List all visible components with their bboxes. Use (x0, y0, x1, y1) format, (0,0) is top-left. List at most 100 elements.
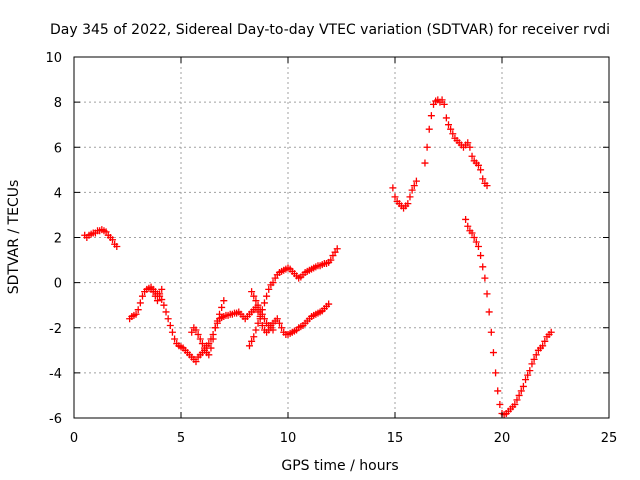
data-point (256, 306, 264, 314)
data-point (440, 100, 448, 108)
data-point (207, 344, 215, 352)
data-point (260, 299, 268, 307)
data-point (389, 184, 397, 192)
series-5 (245, 245, 341, 350)
data-point (468, 152, 476, 160)
data-point (427, 112, 435, 120)
data-point (164, 315, 172, 323)
y-tick-label: 8 (54, 96, 62, 111)
data-point (464, 222, 472, 230)
data-point (442, 114, 450, 122)
data-point (258, 310, 266, 318)
y-tick-label: -4 (49, 367, 62, 382)
series-1 (126, 283, 200, 366)
data-point (250, 333, 258, 341)
data-point (325, 300, 333, 308)
x-tick-label: 0 (70, 431, 78, 446)
data-point (483, 290, 491, 298)
data-point (522, 376, 530, 384)
x-tick-label: 10 (280, 431, 297, 446)
data-point (188, 328, 196, 336)
series-3 (188, 297, 228, 359)
data-point (273, 315, 281, 323)
data-point (425, 125, 433, 133)
data-point (462, 215, 470, 223)
x-tick-label: 25 (601, 431, 618, 446)
data-point (470, 234, 478, 241)
data-point (260, 315, 268, 323)
data-point (205, 340, 213, 348)
data-point (201, 346, 209, 354)
data-point (410, 182, 418, 190)
data-point (489, 349, 497, 357)
data-point (404, 200, 412, 208)
data-point (209, 331, 217, 339)
chart-title: Day 345 of 2022, Sidereal Day-to-day VTE… (50, 22, 610, 38)
data-point (252, 297, 260, 305)
data-point (532, 351, 540, 359)
data-point (211, 324, 219, 332)
data-point (254, 319, 262, 327)
data-point (245, 342, 253, 350)
data-point (406, 193, 414, 201)
data-point (468, 229, 476, 237)
data-point (158, 285, 166, 293)
data-point (526, 367, 534, 375)
data-point (250, 292, 258, 300)
y-tick-label: 4 (54, 186, 62, 201)
data-point (496, 400, 504, 408)
x-axis-title: GPS time / hours (281, 458, 398, 474)
data-point (466, 143, 474, 151)
data-point (269, 326, 277, 334)
data-point (481, 274, 489, 282)
data-point (477, 166, 485, 174)
data-point (423, 143, 431, 151)
data-point (136, 299, 144, 307)
data-point (132, 310, 140, 318)
y-tick-label: 2 (54, 232, 62, 247)
y-tick-label: -2 (49, 322, 62, 337)
series-9 (462, 215, 555, 419)
data-point (492, 369, 500, 377)
data-point (391, 193, 399, 201)
data-point (205, 351, 213, 359)
data-point (477, 252, 485, 260)
data-point (449, 130, 457, 138)
data-point (265, 285, 273, 293)
data-point (541, 337, 549, 345)
data-point (113, 243, 121, 251)
data-point (207, 335, 215, 343)
data-point (447, 125, 455, 133)
data-point (263, 292, 271, 300)
data-point (248, 288, 256, 296)
data-point (269, 279, 277, 287)
y-tick-label: -6 (49, 412, 62, 427)
data-point (528, 360, 536, 368)
data-point (517, 387, 525, 395)
data-point (530, 355, 538, 363)
data-point (519, 382, 527, 390)
data-point (194, 331, 202, 339)
data-point (134, 306, 142, 314)
data-point (278, 324, 286, 332)
data-point (327, 256, 335, 264)
data-point (220, 297, 228, 305)
data-point (494, 387, 502, 395)
x-tick-label: 20 (494, 431, 511, 446)
data-point (474, 161, 482, 169)
y-tick-label: 10 (45, 51, 62, 66)
data-point (515, 391, 523, 399)
data-point (109, 236, 117, 244)
y-tick-label: 6 (54, 141, 62, 156)
data-point (198, 340, 206, 348)
data-point (483, 182, 491, 190)
data-point (166, 321, 174, 329)
series-4 (194, 300, 333, 361)
data-point (192, 358, 200, 366)
data-point (472, 238, 480, 246)
data-point (162, 308, 170, 316)
points-layer (81, 96, 555, 419)
data-point (485, 308, 493, 316)
data-point (153, 297, 161, 305)
